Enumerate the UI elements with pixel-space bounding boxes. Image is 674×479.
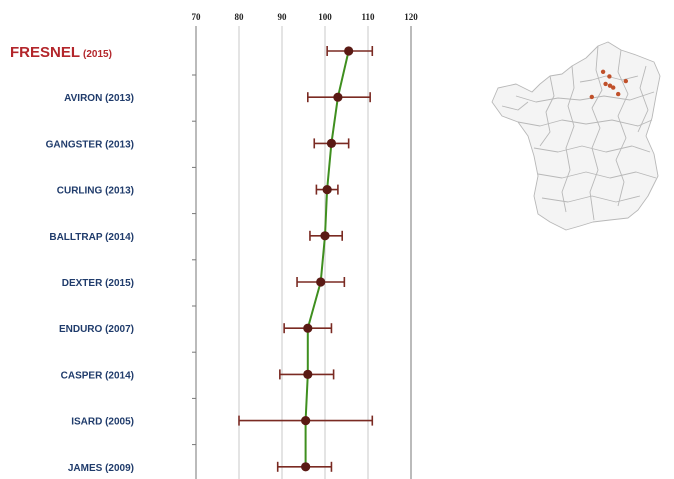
x-tick-labels: 70 80 90 100 110 120: [192, 12, 419, 22]
data-point-4: [320, 231, 330, 241]
category-labels: FRESNEL (2015) AVIRON (2013) GANGSTER (2013…: [10, 44, 134, 474]
category-label-curling: CURLING (2013): [57, 186, 134, 197]
trial-location-dot-2: [623, 78, 628, 84]
department-border: [589, 45, 603, 221]
data-point-1: [333, 92, 343, 102]
department-border: [541, 195, 641, 203]
trial-location-dot-4: [607, 83, 613, 88]
category-label-isard: ISARD (2005): [71, 417, 134, 428]
category-label-james: JAMES (2009): [68, 463, 134, 474]
data-point-0: [344, 46, 354, 56]
trial-location-dot-0: [600, 69, 606, 74]
data-point-6: [303, 323, 313, 333]
department-border: [533, 145, 651, 153]
department-border: [537, 171, 657, 179]
trial-location-dot-7: [589, 94, 594, 100]
x-tick-label-90: 90: [278, 12, 288, 22]
x-tick-label-70: 70: [192, 12, 202, 22]
category-label-dexter: DEXTER (2015): [62, 278, 134, 289]
trend-line-path: [304, 50, 350, 467]
trial-location-dot-1: [607, 74, 612, 79]
x-tick-label-110: 110: [361, 12, 375, 22]
category-label-enduro: ENDURO (2007): [59, 324, 134, 335]
data-point-7: [303, 369, 313, 379]
grid: [238, 26, 369, 479]
axes: [192, 26, 412, 479]
data-points: [301, 46, 354, 472]
department-border: [637, 65, 649, 133]
trial-location-dot-6: [616, 91, 621, 97]
france-outline: [491, 41, 661, 231]
department-border: [501, 101, 529, 111]
department-border: [515, 91, 655, 103]
x-tick-label-120: 120: [404, 12, 418, 22]
trend-line: [304, 50, 350, 467]
france-departments-map-icon: [491, 41, 661, 231]
department-border: [539, 75, 555, 147]
department-border: [615, 49, 629, 207]
trial-location-dot-3: [603, 81, 608, 87]
trial-location-dot-5: [611, 85, 616, 90]
department-border: [517, 119, 653, 127]
data-point-8: [301, 416, 311, 426]
data-point-3: [322, 185, 332, 195]
department-border: [579, 75, 639, 83]
x-tick-label-100: 100: [318, 12, 332, 22]
data-point-5: [316, 277, 326, 287]
data-point-9: [301, 462, 311, 472]
category-label-gangster: GANGSTER (2013): [46, 139, 134, 150]
x-tick-label-80: 80: [235, 12, 245, 22]
data-point-2: [326, 138, 337, 148]
category-label-balltrap: BALLTRAP (2014): [49, 232, 134, 243]
category-label-casper: CASPER (2014): [61, 370, 134, 381]
category-label-aviron: AVIRON (2013): [64, 93, 134, 104]
category-label-fresnel: FRESNEL (2015): [10, 44, 112, 61]
department-border: [561, 65, 575, 213]
